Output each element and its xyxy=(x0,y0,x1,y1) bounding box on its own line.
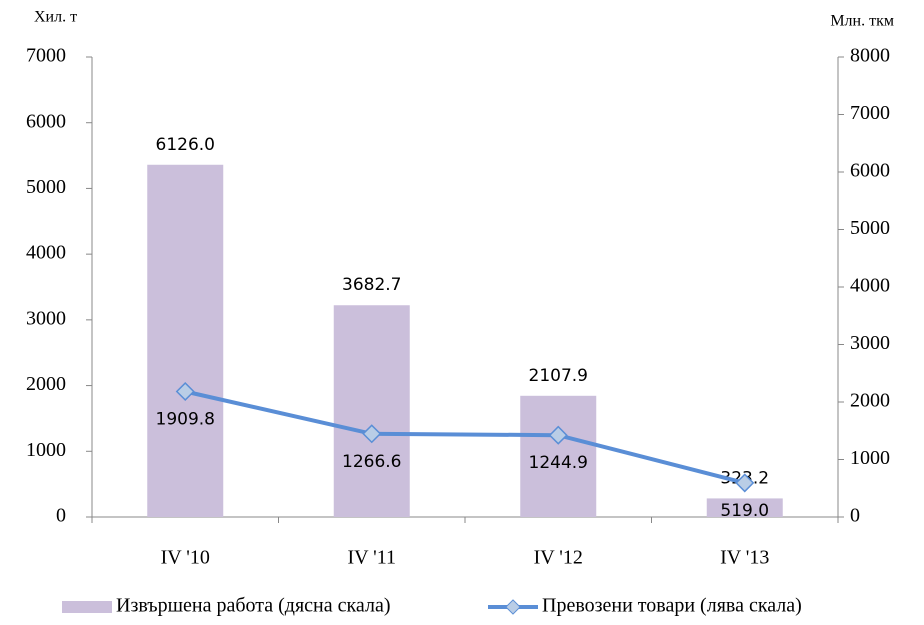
bar xyxy=(706,498,783,517)
legend-marker xyxy=(505,599,521,615)
y-tick-label: 0 xyxy=(56,505,66,527)
y2-tick-label: 3000 xyxy=(850,332,890,354)
y-tick-label: 2000 xyxy=(26,373,66,395)
marker xyxy=(735,473,755,493)
bar xyxy=(333,305,410,517)
y2-tick-label: 7000 xyxy=(850,102,890,124)
y-axis-label: Хил. т xyxy=(34,9,77,26)
y2-tick-label: 0 xyxy=(850,505,860,527)
y2-tick-label: 1000 xyxy=(850,447,890,469)
y2-tick-label: 8000 xyxy=(850,45,890,67)
x-tick-label: IV '12 xyxy=(534,547,583,569)
y2-axis-label: Млн. ткм xyxy=(830,13,894,30)
y-tick-label: 1000 xyxy=(26,439,66,461)
y2-tick-label: 4000 xyxy=(850,275,890,297)
x-tick-label: IV '10 xyxy=(161,547,210,569)
x-tick-label: IV '13 xyxy=(720,547,769,569)
line xyxy=(184,389,746,485)
marker xyxy=(548,425,568,445)
y-tick-label: 5000 xyxy=(26,176,66,198)
y-tick-label: 4000 xyxy=(26,242,66,264)
y2-tick-label: 2000 xyxy=(850,390,890,412)
legend-label: Извършена работа (дясна скала) xyxy=(116,595,391,617)
value-label: 3682.7 xyxy=(342,275,401,295)
y-tick-label: 7000 xyxy=(26,45,66,67)
x-tick-label: IV '11 xyxy=(347,547,396,569)
y-tick-label: 6000 xyxy=(26,110,66,132)
value-label: 519.0 xyxy=(720,501,769,521)
value-label: 2107.9 xyxy=(529,366,588,386)
legend-label: Превозени товари (лява скала) xyxy=(542,595,802,617)
y2-tick-label: 5000 xyxy=(850,217,890,239)
bar xyxy=(520,395,597,517)
legend-swatch xyxy=(62,601,112,613)
marker xyxy=(175,381,195,402)
bar xyxy=(147,164,224,517)
value-label: 1244.9 xyxy=(529,453,588,473)
value-label: 6126.0 xyxy=(156,135,215,155)
value-label: 1266.6 xyxy=(342,452,401,472)
y-tick-label: 3000 xyxy=(26,307,66,329)
marker xyxy=(362,424,382,444)
y2-tick-label: 6000 xyxy=(850,160,890,182)
value-label: 1909.8 xyxy=(156,409,215,429)
